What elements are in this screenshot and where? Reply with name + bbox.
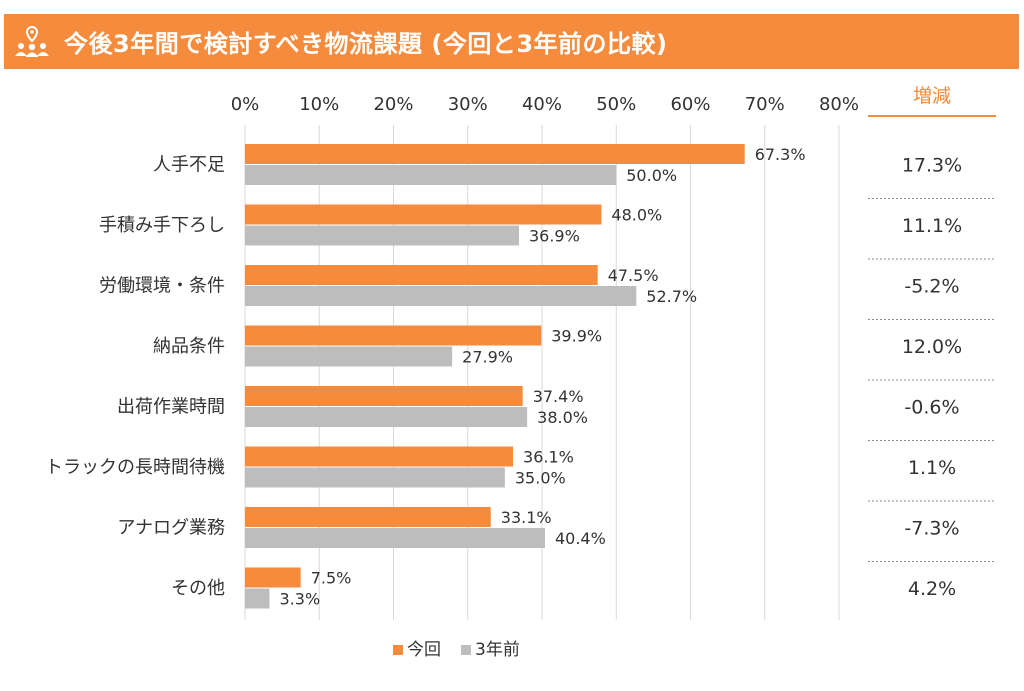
bar-current xyxy=(245,507,491,527)
bar-previous xyxy=(245,346,453,367)
legend-label-current: 今回 xyxy=(407,640,441,660)
x-tick-label: 40% xyxy=(522,94,562,115)
bar-current xyxy=(245,446,514,467)
x-tick-label: 60% xyxy=(670,94,710,115)
bar-previous xyxy=(245,225,519,246)
category-label: アナログ業務 xyxy=(117,518,225,539)
delta-value: -7.3% xyxy=(904,518,959,540)
value-label-current: 33.1% xyxy=(501,508,552,527)
value-label-current: 39.9% xyxy=(551,327,602,346)
bar-previous xyxy=(245,528,545,548)
bar-current xyxy=(245,144,745,164)
value-label-current: 36.1% xyxy=(523,448,574,467)
category-label: 人手不足 xyxy=(153,155,225,176)
bar-previous xyxy=(245,165,617,185)
x-tick-label: 50% xyxy=(596,94,636,115)
x-tick-label: 20% xyxy=(373,94,413,115)
category-label: トラックの長時間待機 xyxy=(45,457,225,478)
legend-label-previous: 3年前 xyxy=(475,640,520,660)
x-tick-label: 30% xyxy=(448,94,488,115)
category-label: 納品条件 xyxy=(153,336,225,357)
category-label: 労働環境・条件 xyxy=(99,276,225,297)
bar-current xyxy=(245,325,542,346)
x-tick-label: 80% xyxy=(819,94,859,115)
bar-current xyxy=(245,567,301,588)
delta-value: 12.0% xyxy=(902,336,962,358)
value-label-current: 7.5% xyxy=(311,569,352,588)
value-label-previous: 3.3% xyxy=(280,590,321,609)
value-label-previous: 40.4% xyxy=(555,529,606,548)
bar-current xyxy=(245,204,602,225)
legend-swatch-current xyxy=(393,645,403,655)
delta-value: 17.3% xyxy=(902,155,962,177)
category-label: 手積み手下ろし xyxy=(99,215,225,236)
delta-value: 1.1% xyxy=(908,457,956,479)
value-label-current: 37.4% xyxy=(533,387,584,406)
value-label-current: 48.0% xyxy=(611,206,662,225)
value-label-previous: 52.7% xyxy=(646,287,697,306)
bar-previous xyxy=(245,588,270,609)
value-label-previous: 50.0% xyxy=(626,166,677,185)
value-label-previous: 35.0% xyxy=(515,469,566,488)
chart-title: 今後3年間で検討すべき物流課題 (今回と3年前の比較) xyxy=(64,30,668,58)
value-label-previous: 36.9% xyxy=(529,227,580,246)
category-label: 出荷作業時間 xyxy=(117,397,225,418)
value-label-previous: 38.0% xyxy=(537,408,588,427)
category-label: その他 xyxy=(171,578,225,599)
delta-header: 増減 xyxy=(913,85,951,107)
delta-value: -5.2% xyxy=(904,276,959,298)
bar-current xyxy=(245,265,598,285)
value-label-current: 67.3% xyxy=(755,145,806,164)
x-tick-label: 70% xyxy=(745,94,785,115)
bar-previous xyxy=(245,467,505,488)
legend-swatch-previous xyxy=(461,645,471,655)
bar-current xyxy=(245,386,523,406)
bar-previous xyxy=(245,407,528,427)
delta-value: -0.6% xyxy=(904,397,959,419)
title-banner: 今後3年間で検討すべき物流課題 (今回と3年前の比較) xyxy=(4,14,1019,69)
x-tick-label: 10% xyxy=(299,94,339,115)
delta-value: 4.2% xyxy=(908,578,956,600)
value-label-previous: 27.9% xyxy=(462,348,513,367)
delta-value: 11.1% xyxy=(902,215,962,237)
value-label-current: 47.5% xyxy=(608,266,659,285)
bar-previous xyxy=(245,286,637,306)
x-tick-label: 0% xyxy=(231,94,260,115)
people-location-icon xyxy=(15,25,49,57)
